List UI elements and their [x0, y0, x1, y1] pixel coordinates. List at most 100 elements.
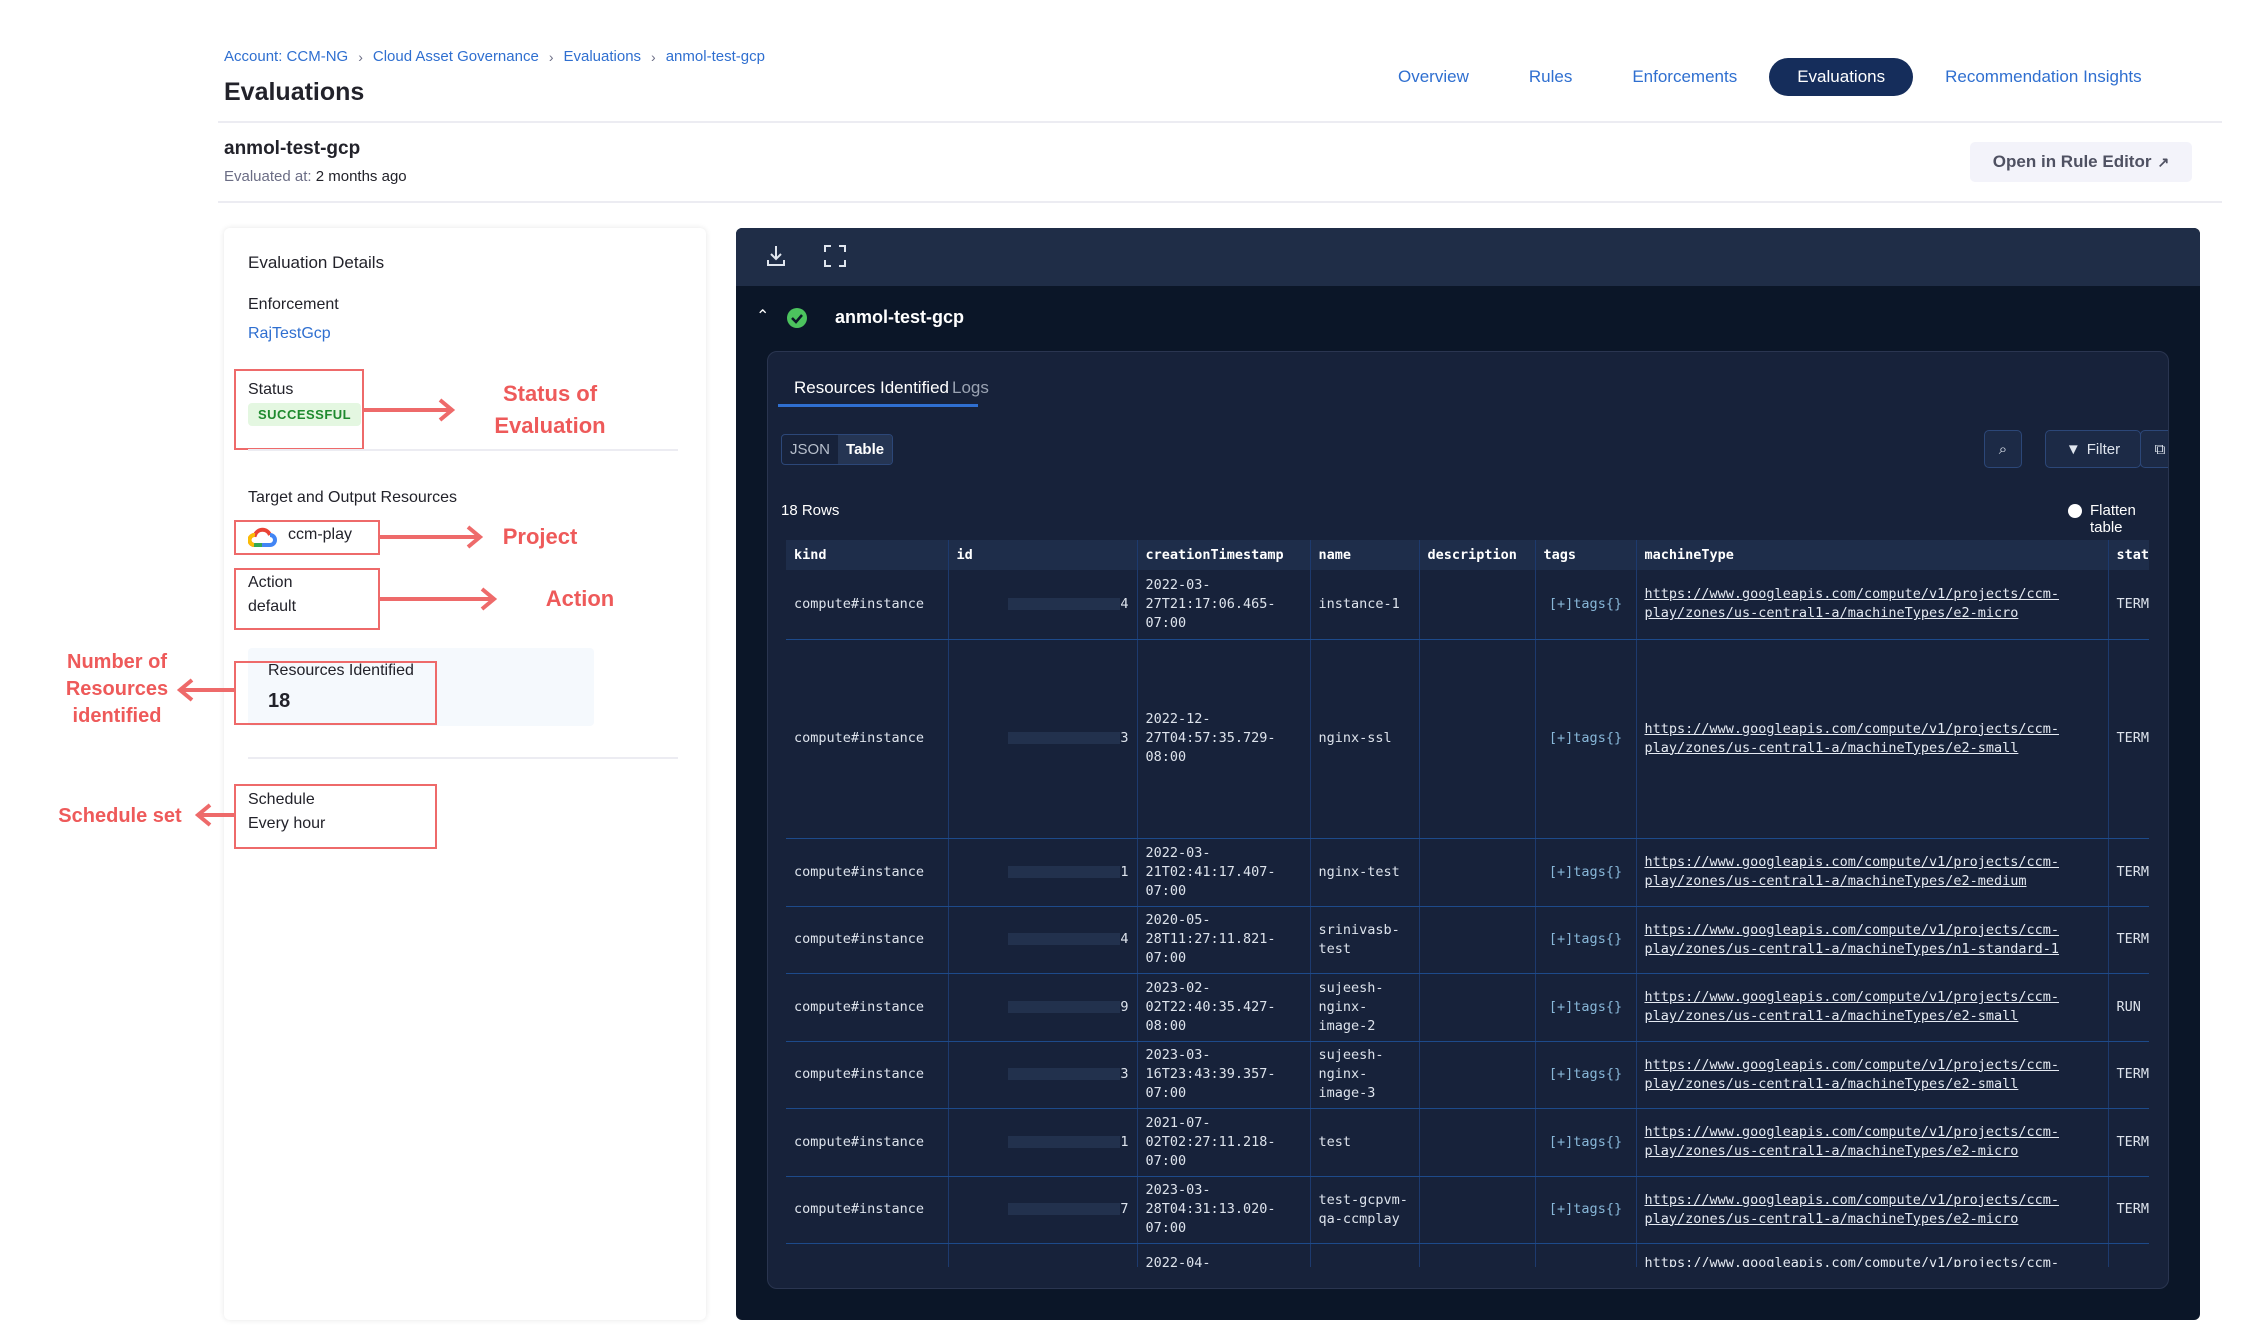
table-row[interactable]: 2022-04- https://www.googleapis.com/compu… [786, 1243, 2149, 1267]
nav-rules[interactable]: Rules [1528, 67, 1573, 86]
results-table-viewport[interactable]: kind id creationTimestamp name description ta… [786, 540, 2149, 1267]
machine-type-link[interactable]: https://www.googleapis.com/compute/v1/pr… [1644, 989, 2060, 1024]
view-json[interactable]: JSON [790, 441, 831, 458]
nav-overview[interactable]: Overview [1398, 67, 1469, 86]
column-header-description[interactable]: description [1419, 540, 1536, 570]
tab-logs[interactable]: Logs [952, 378, 989, 397]
table-row[interactable]: compute#instance 4 2022-03-27T21:17:06.465… [786, 570, 2149, 640]
top-nav: Overview Rules Enforcements Evaluations … [1370, 58, 2174, 96]
table-row[interactable]: compute#instance 1 2021-07-02T02:27:11.218… [786, 1108, 2149, 1177]
cell-name: nginx-test [1310, 838, 1420, 907]
chevron-right-icon: › [358, 48, 363, 65]
redacted-id-mask [1008, 1203, 1121, 1215]
download-icon[interactable] [766, 245, 786, 267]
divider [218, 121, 2222, 123]
fullscreen-icon[interactable] [824, 245, 846, 267]
column-header-status[interactable]: status [2108, 540, 2149, 570]
cell-machine-type: https://www.googleapis.com/compute/v1/pr… [1636, 838, 2109, 907]
resources-count: 18 [268, 690, 291, 712]
column-header-machineType[interactable]: machineType [1636, 540, 2109, 570]
cell-status: TERM [2108, 838, 2149, 907]
annotation-project: Project [502, 524, 578, 549]
enforcement-label: Enforcement [248, 296, 339, 313]
cell-kind: compute#instance [786, 639, 949, 839]
cell-description [1419, 838, 1536, 907]
machine-type-link[interactable]: https://www.googleapis.com/compute/v1/pr… [1644, 854, 2060, 889]
cell-creation-timestamp: 2023-02-02T22:40:35.427-08:00 [1137, 973, 1311, 1042]
cell-tags[interactable]: [+]tags{} [1535, 570, 1637, 640]
schedule-highlight [234, 784, 437, 849]
cell-tags[interactable]: [+]tags{} [1535, 973, 1637, 1042]
cell-tags[interactable]: [+]tags{} [1535, 838, 1637, 907]
search-button[interactable]: ⌕ [1984, 430, 2022, 468]
table-row[interactable]: compute#instance 9 2023-02-02T22:40:35.427… [786, 973, 2149, 1042]
column-header-id[interactable]: id [948, 540, 1138, 570]
nav-recommendation-insights[interactable]: Recommendation Insights [1945, 67, 2142, 86]
project-name[interactable]: ccm-play [288, 526, 353, 543]
machine-type-link[interactable]: https://www.googleapis.com/compute/v1/pr… [1644, 1124, 2060, 1159]
collapse-chevron-up-icon[interactable]: ⌃ [756, 308, 770, 325]
redacted-id-mask [1008, 1068, 1121, 1080]
table-row[interactable]: compute#instance 1 2022-03-21T02:41:17.407… [786, 838, 2149, 907]
breadcrumb-current[interactable]: anmol-test-gcp [665, 48, 765, 65]
resources-highlight [234, 661, 437, 725]
cell-name: test [1310, 1108, 1420, 1177]
cell-tags[interactable]: [+]tags{} [1535, 906, 1637, 974]
column-header-creationTimestamp[interactable]: creationTimestamp [1137, 540, 1311, 570]
column-header-tags[interactable]: tags [1535, 540, 1637, 570]
machine-type-link[interactable]: https://www.googleapis.com/compute/v1/pr… [1644, 1056, 2060, 1092]
cell-name [1310, 1243, 1420, 1267]
cell-creation-timestamp: 2023-03-28T04:31:13.020-07:00 [1137, 1176, 1311, 1244]
breadcrumb-account[interactable]: Account: CCM-NG [224, 48, 349, 65]
divider [248, 449, 678, 451]
annotation-schedule: Schedule set [58, 805, 182, 827]
cell-tags[interactable] [1535, 1243, 1637, 1267]
arrow-right-icon [364, 398, 456, 422]
cell-machine-type: https://www.googleapis.com/compute/v1/pr… [1636, 1243, 2109, 1268]
cell-name: nginx-ssl [1310, 639, 1420, 839]
table-row[interactable]: compute#instance 4 2020-05-28T11:27:11.821… [786, 906, 2149, 974]
machine-type-link[interactable]: https://www.googleapis.com/compute/v1/pr… [1644, 720, 2060, 756]
machine-type-link[interactable]: https://www.googleapis.com/compute/v1/pr… [1644, 1191, 2060, 1227]
table-row[interactable]: compute#instance 7 2023-03-28T04:31:13.020… [786, 1176, 2149, 1244]
cell-creation-timestamp: 2023-03-16T23:43:39.357-07:00 [1137, 1041, 1311, 1109]
enforcement-link[interactable]: RajTestGcp [248, 325, 331, 342]
copy-icon: ⧉ [2154, 440, 2166, 458]
tab-resources-identified[interactable]: Resources Identified [794, 378, 949, 397]
cell-description [1419, 570, 1536, 640]
column-header-name[interactable]: name [1310, 540, 1420, 570]
cell-tags[interactable]: [+]tags{} [1535, 1108, 1637, 1177]
column-header-kind[interactable]: kind [786, 540, 949, 570]
divider [248, 757, 678, 759]
breadcrumb-evaluations[interactable]: Evaluations [563, 48, 642, 65]
cell-tags[interactable]: [+]tags{} [1535, 1176, 1637, 1244]
view-table[interactable]: Table [838, 435, 893, 464]
evaluated-label: Evaluated at: [224, 168, 312, 185]
breadcrumb-cag[interactable]: Cloud Asset Governance [372, 48, 539, 65]
status-badge: SUCCESSFUL [248, 403, 362, 426]
table-row[interactable]: compute#instance 3 2023-03-16T23:43:39.357… [786, 1041, 2149, 1109]
cell-creation-timestamp: 2022-04- [1137, 1243, 1311, 1267]
table-row[interactable]: compute#instance 3 2022-12-27T04:57:35.729… [786, 639, 2149, 839]
machine-type-link[interactable]: https://www.googleapis.com/compute/v1/pr… [1644, 1254, 2060, 1268]
flatten-table-toggle[interactable] [2068, 504, 2082, 518]
cell-tags[interactable]: [+]tags{} [1535, 639, 1637, 839]
open-rule-editor-button[interactable]: Open in Rule Editor ↗ [1970, 142, 2192, 182]
redacted-id-mask [1008, 865, 1121, 878]
filter-button[interactable]: ▼ Filter [2045, 430, 2141, 468]
filter-label: Filter [2086, 440, 2121, 458]
cell-id: 1 [948, 1108, 1138, 1177]
id-suffix: 1 [1120, 863, 1129, 880]
action-highlight [234, 568, 380, 630]
nav-enforcements[interactable]: Enforcements [1632, 67, 1738, 86]
machine-type-link[interactable]: https://www.googleapis.com/compute/v1/pr… [1644, 586, 2060, 622]
cell-description [1419, 1176, 1536, 1244]
cell-creation-timestamp: 2020-05-28T11:27:11.821-07:00 [1137, 906, 1311, 974]
machine-type-link[interactable]: https://www.googleapis.com/compute/v1/pr… [1644, 921, 2060, 957]
evaluated-at: Evaluated at: 2 months ago [224, 168, 407, 185]
cell-tags[interactable]: [+]tags{} [1535, 1041, 1637, 1109]
cell-id: 9 [948, 973, 1138, 1042]
external-link-icon: ↗ [2157, 153, 2170, 170]
nav-evaluations[interactable]: Evaluations [1769, 58, 1914, 96]
copy-button[interactable]: ⧉ [2140, 430, 2168, 468]
